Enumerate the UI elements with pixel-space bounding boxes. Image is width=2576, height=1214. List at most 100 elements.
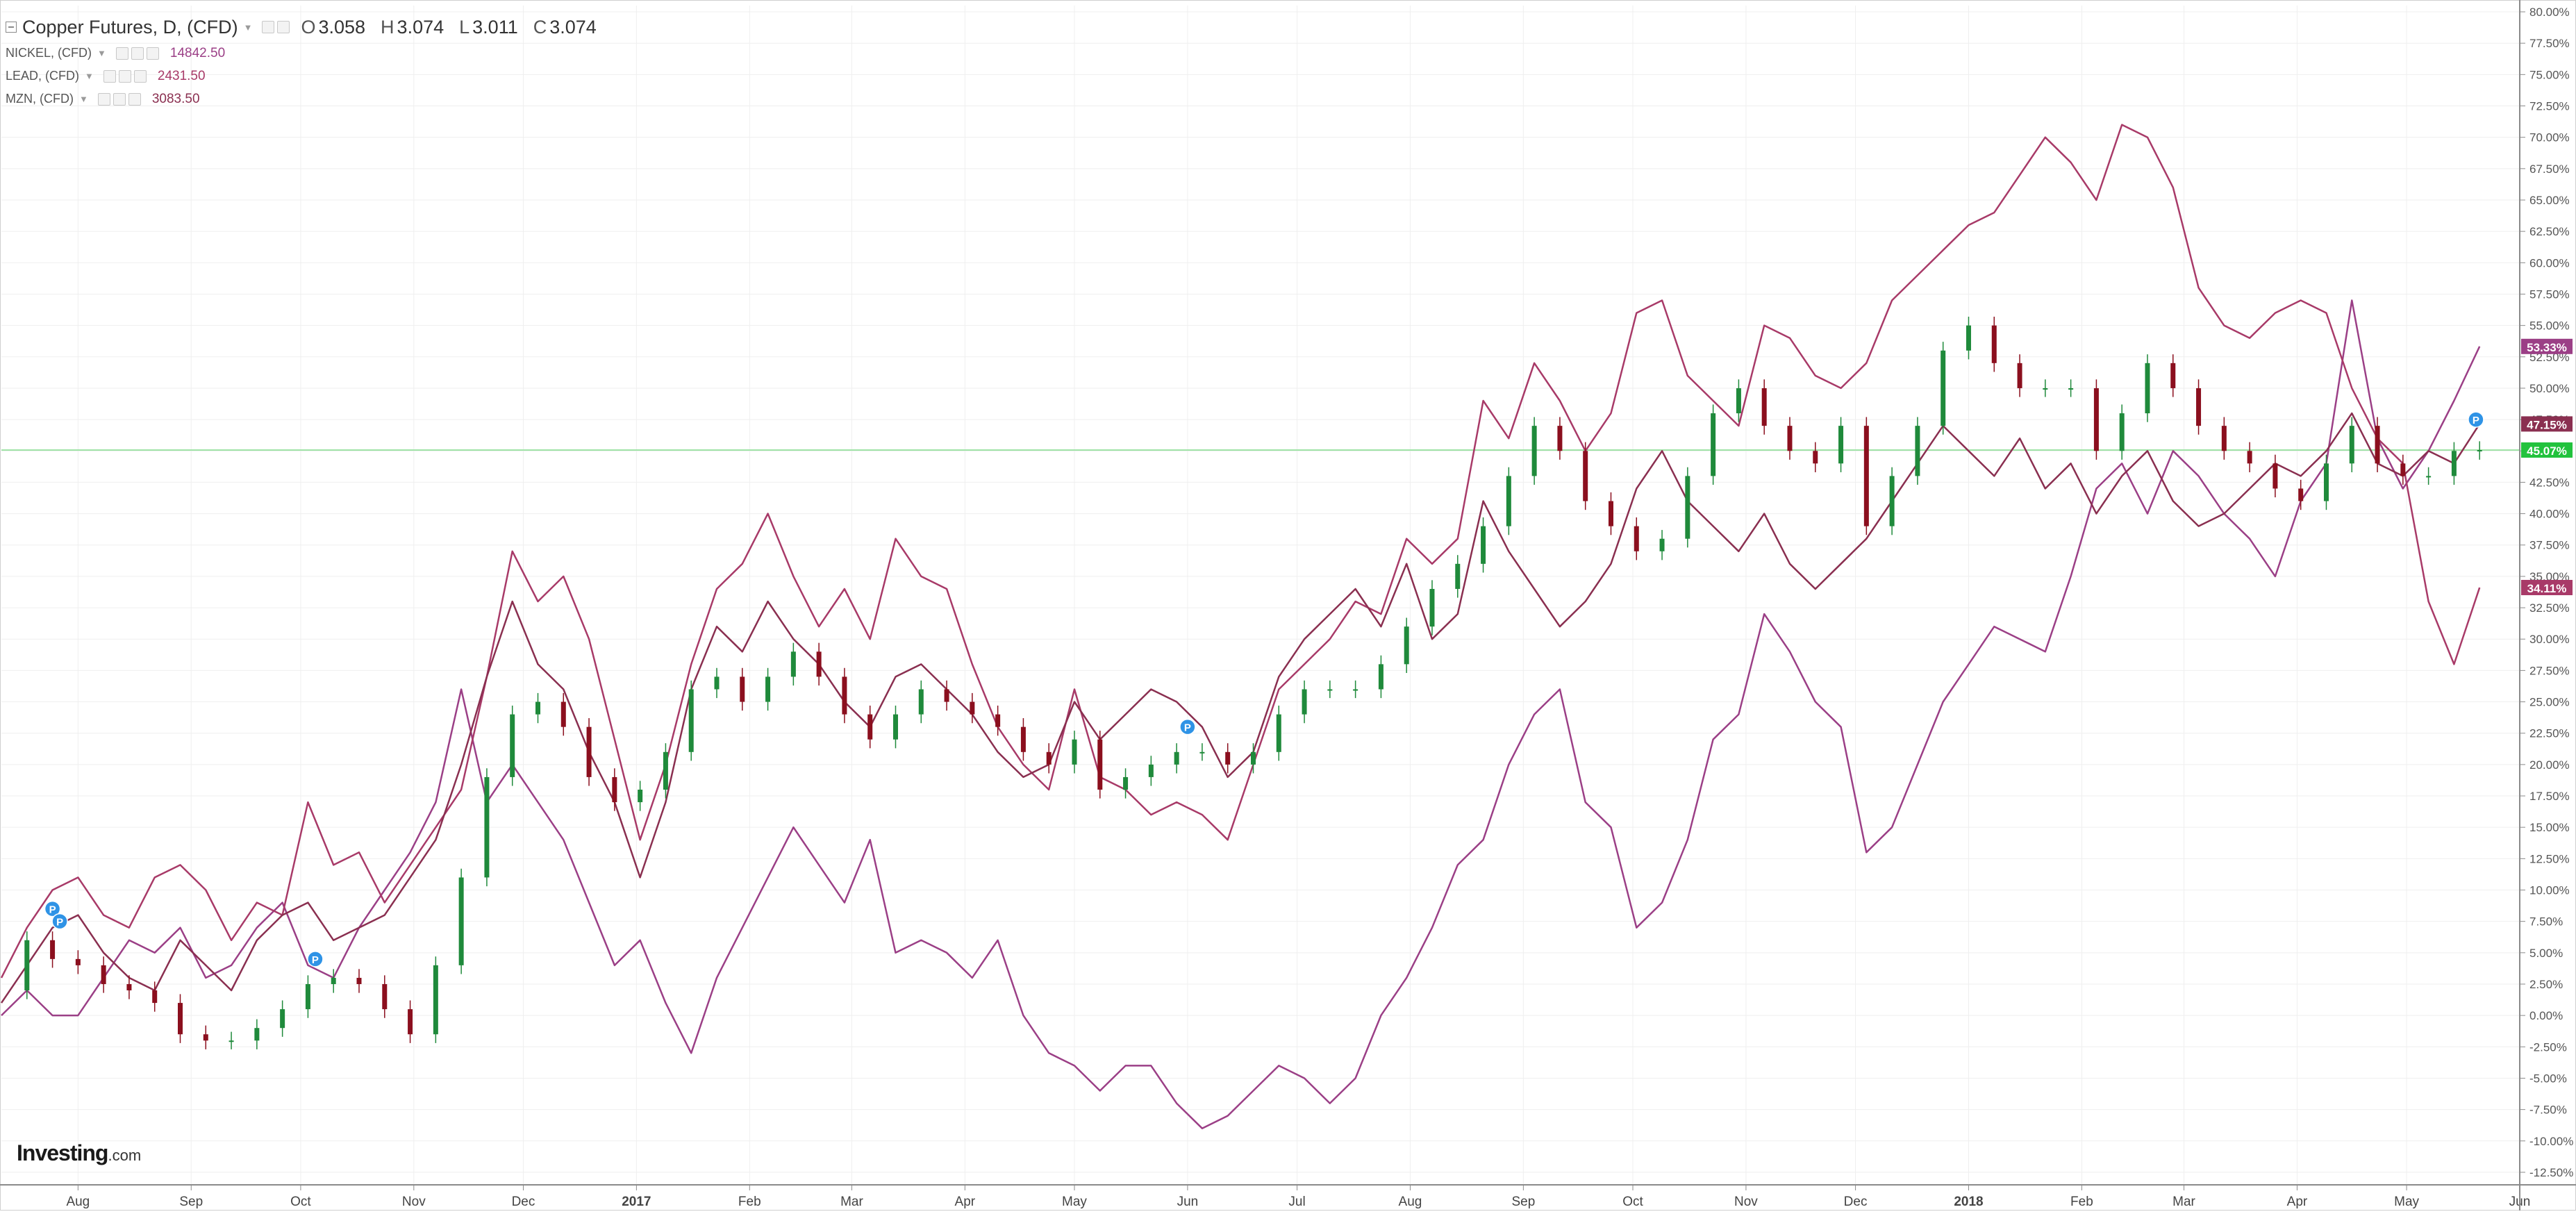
- close-icon[interactable]: [128, 92, 141, 106]
- candle-body: [790, 651, 796, 677]
- candle-body: [1072, 739, 1077, 765]
- series-line: [0, 412, 2481, 1004]
- y-tick-label: 20.00%: [2529, 758, 2570, 772]
- collapse-icon[interactable]: [6, 22, 17, 33]
- y-tick-label: 40.00%: [2529, 508, 2570, 521]
- current-price-label: 45.07%: [2527, 444, 2567, 458]
- series-end-tag: [2521, 579, 2573, 595]
- y-tick-label: 65.00%: [2529, 194, 2570, 207]
- y-tick-label: 0.00%: [2529, 1009, 2563, 1022]
- series-last-value: 2431.50: [157, 68, 206, 83]
- candle-body: [2221, 426, 2227, 451]
- visibility-icon[interactable]: [113, 92, 126, 106]
- candle-body: [2272, 463, 2278, 489]
- candle-body: [458, 877, 464, 965]
- x-tick-label: Nov: [1734, 1195, 1758, 1209]
- candle-body: [75, 958, 81, 965]
- candle-body: [1353, 689, 1358, 691]
- y-tick-label: 42.50%: [2529, 476, 2570, 489]
- candle-body: [867, 714, 873, 740]
- visibility-icon[interactable]: [131, 47, 144, 60]
- y-tick-label: 62.50%: [2529, 225, 2570, 238]
- close-icon[interactable]: [133, 69, 147, 83]
- series-end-label: 53.33%: [2527, 341, 2567, 354]
- chevron-down-icon[interactable]: ▼: [78, 94, 88, 104]
- candle-body: [2451, 451, 2457, 476]
- event-marker-label: P: [1184, 722, 1191, 734]
- legend-main: Copper Futures, D, (CFD) ▼ O 3.058 H 3.0…: [6, 13, 612, 42]
- x-tick-label: Nov: [402, 1195, 426, 1209]
- x-tick-label: Jul: [1288, 1195, 1305, 1209]
- y-tick-label: 22.50%: [2529, 727, 2570, 740]
- candle-body: [2170, 363, 2176, 388]
- series-end-label: 47.15%: [2527, 418, 2567, 431]
- candle-body: [1531, 426, 1537, 476]
- x-tick-label: Oct: [1622, 1195, 1643, 1209]
- candle-body: [356, 977, 362, 984]
- candle-body: [228, 1040, 234, 1042]
- chevron-down-icon[interactable]: ▼: [97, 48, 106, 58]
- event-marker-label: P: [312, 954, 319, 966]
- settings-icon[interactable]: [103, 69, 116, 83]
- candle-body: [2426, 476, 2432, 478]
- y-tick-label: 75.00%: [2529, 68, 2570, 81]
- candle-body: [970, 701, 975, 715]
- candle-body: [2477, 450, 2482, 452]
- candle-body: [1889, 476, 1895, 526]
- candle-body: [1276, 714, 1281, 752]
- series-name: NICKEL, (CFD): [6, 46, 92, 60]
- y-tick-label: 7.50%: [2529, 915, 2563, 929]
- candle-body: [1991, 325, 1997, 363]
- candle-body: [203, 1034, 208, 1041]
- ohlc-low-key: L: [459, 16, 470, 38]
- candle-body: [50, 940, 56, 959]
- y-tick-label: 72.50%: [2529, 100, 2570, 113]
- legend-row-mzn: MZN, (CFD) ▼ 3083.50: [6, 88, 612, 110]
- candle-body: [612, 776, 617, 803]
- visibility-icon[interactable]: [277, 21, 290, 33]
- y-tick-label: 55.00%: [2529, 319, 2570, 333]
- candle-body: [1123, 776, 1129, 790]
- candle-body: [510, 714, 515, 777]
- candle-body: [1174, 751, 1179, 765]
- series-line: [0, 124, 2481, 979]
- y-tick-label: 32.50%: [2529, 601, 2570, 615]
- candle-body: [177, 1003, 183, 1035]
- candle-body: [305, 983, 310, 1010]
- candle-body: [152, 990, 158, 1004]
- settings-icon[interactable]: [97, 92, 110, 106]
- chevron-down-icon[interactable]: ▼: [85, 71, 94, 81]
- brand-logo[interactable]: Investing.com: [17, 1140, 141, 1166]
- candle-body: [995, 714, 1001, 727]
- settings-icon[interactable]: [262, 21, 275, 33]
- candle-body: [1020, 726, 1026, 752]
- settings-icon[interactable]: [115, 47, 128, 60]
- candle-body: [1327, 689, 1333, 691]
- brand-suffix: .com: [108, 1147, 142, 1164]
- y-tick-label: 25.00%: [2529, 696, 2570, 709]
- x-tick-label: Aug: [66, 1195, 90, 1209]
- candle-body: [1046, 751, 1052, 765]
- candle-body: [1659, 538, 1665, 551]
- candle-body: [2145, 363, 2150, 414]
- chevron-down-icon[interactable]: ▼: [243, 22, 253, 33]
- ohlc-close-key: C: [533, 16, 547, 38]
- y-tick-label: 77.50%: [2529, 37, 2570, 50]
- close-icon[interactable]: [146, 47, 159, 60]
- legend: Copper Futures, D, (CFD) ▼ O 3.058 H 3.0…: [6, 13, 612, 110]
- candle-body: [1915, 426, 1920, 476]
- candle-body: [1225, 751, 1231, 765]
- candle-body: [1838, 426, 1844, 464]
- candle-body: [944, 689, 949, 702]
- y-tick-label: 27.50%: [2529, 664, 2570, 677]
- ohlc-open-key: O: [301, 16, 316, 38]
- candle-body: [638, 789, 643, 803]
- visibility-icon[interactable]: [118, 69, 131, 83]
- brand-name: Investing: [17, 1140, 108, 1165]
- candle-body: [688, 689, 694, 752]
- event-marker: [44, 900, 61, 917]
- ohlc-close-value: 3.074: [549, 16, 597, 38]
